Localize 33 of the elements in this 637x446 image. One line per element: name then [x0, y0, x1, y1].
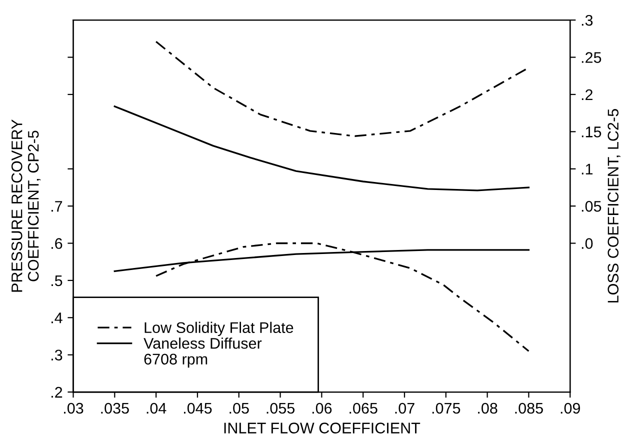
annotation: 6708 rpm [144, 354, 208, 368]
y2-axis-title: LOSS COEFFICIENT, LC2-5 [608, 109, 620, 302]
y2-tick-label: .3 [582, 14, 593, 26]
y2-tick-label: .15 [582, 126, 602, 138]
x-tick-label: .045 [184, 402, 212, 414]
y-tick-label: .6 [51, 238, 62, 249]
x-tick-label: .075 [432, 402, 460, 414]
y2-tick-label: .1 [582, 164, 593, 174]
x-tick-label: .065 [350, 402, 378, 414]
y-tick-label: .2 [51, 386, 62, 398]
y2-tick-label: .2 [582, 89, 593, 100]
y-axis-title: PRESSURE RECOVERY COEFFICIENT, CP2-5 [11, 120, 41, 292]
x-axis-title: INLET FLOW COEFFICIENT [224, 422, 420, 434]
x-tick-label: .06 [312, 402, 332, 414]
legend-label: Vaneless Diffuser [144, 338, 262, 349]
x-tick-label: .035 [101, 402, 129, 414]
y2-tick-label: .05 [582, 200, 602, 212]
line-series [114, 106, 530, 192]
x-tick-label: .055 [266, 402, 295, 414]
x-tick-label: .09 [560, 402, 580, 414]
y-tick-label: .7 [51, 201, 62, 212]
x-tick-label: .08 [478, 402, 498, 414]
y-tick-label: .5 [51, 275, 62, 286]
y2-tick-label: .25 [582, 52, 602, 63]
x-tick-label: .03 [64, 402, 84, 414]
y-tick-label: .4 [51, 312, 62, 324]
x-tick-label: .085 [515, 402, 543, 414]
x-tick-label: .07 [395, 402, 414, 414]
y2-tick-label: .0 [582, 238, 593, 249]
x-tick-label: .04 [146, 402, 166, 414]
y-tick-label: .3 [51, 350, 62, 361]
legend-label: Low Solidity Flat Plate [144, 322, 294, 336]
x-tick-label: .05 [230, 402, 249, 414]
